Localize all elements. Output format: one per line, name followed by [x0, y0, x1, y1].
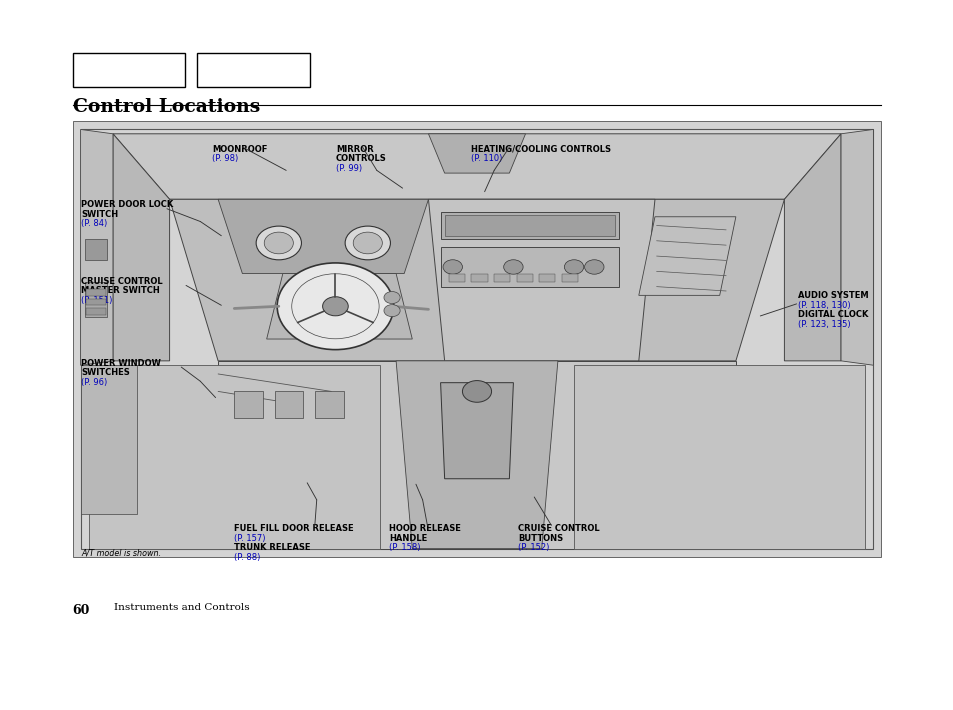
- Polygon shape: [395, 361, 558, 549]
- Circle shape: [264, 232, 294, 253]
- Text: BUTTONS: BUTTONS: [517, 534, 562, 542]
- Text: HEATING/COOLING CONTROLS: HEATING/COOLING CONTROLS: [471, 145, 611, 154]
- Text: CRUISE CONTROL: CRUISE CONTROL: [81, 277, 163, 286]
- Circle shape: [564, 260, 583, 274]
- Text: A/T model is shown.: A/T model is shown.: [81, 548, 161, 557]
- Bar: [86, 308, 106, 315]
- Bar: [197, 53, 310, 87]
- Text: (P. 157): (P. 157): [233, 534, 265, 542]
- Bar: [538, 274, 555, 283]
- Text: 60: 60: [72, 604, 90, 616]
- Polygon shape: [841, 129, 873, 365]
- Text: HANDLE: HANDLE: [389, 534, 427, 542]
- Text: (P. 151): (P. 151): [81, 296, 112, 305]
- Text: TRUNK RELEASE: TRUNK RELEASE: [233, 543, 310, 552]
- Polygon shape: [428, 200, 655, 361]
- Text: POWER WINDOW: POWER WINDOW: [81, 359, 161, 368]
- Text: POWER DOOR LOCK: POWER DOOR LOCK: [81, 200, 173, 209]
- Polygon shape: [170, 200, 783, 361]
- Bar: [561, 274, 578, 283]
- Text: (P. 88): (P. 88): [233, 552, 260, 562]
- Circle shape: [322, 297, 348, 316]
- Bar: [517, 274, 533, 283]
- Bar: [86, 299, 106, 305]
- Text: (P. 123, 135): (P. 123, 135): [797, 320, 849, 329]
- Circle shape: [345, 226, 390, 260]
- Polygon shape: [783, 133, 841, 361]
- Circle shape: [277, 263, 394, 349]
- Bar: [85, 283, 107, 317]
- Text: MOONROOF: MOONROOF: [212, 145, 267, 154]
- Bar: [86, 289, 106, 296]
- Polygon shape: [267, 273, 412, 339]
- Bar: [444, 215, 614, 236]
- Bar: [471, 274, 487, 283]
- Text: AUDIO SYSTEM: AUDIO SYSTEM: [797, 291, 867, 300]
- Text: DIGITAL CLOCK: DIGITAL CLOCK: [797, 310, 867, 320]
- Circle shape: [442, 260, 462, 274]
- Polygon shape: [80, 129, 873, 549]
- Text: (P. 84): (P. 84): [81, 219, 108, 229]
- Polygon shape: [428, 133, 525, 173]
- Text: MIRROR: MIRROR: [335, 145, 374, 154]
- Polygon shape: [80, 365, 137, 514]
- Circle shape: [462, 381, 491, 403]
- Bar: [440, 212, 618, 239]
- Circle shape: [584, 260, 603, 274]
- Text: (P. 98): (P. 98): [212, 154, 238, 163]
- Text: (P. 96): (P. 96): [81, 378, 108, 387]
- Text: Instruments and Controls: Instruments and Controls: [114, 604, 250, 613]
- Bar: [72, 53, 185, 87]
- Text: (P. 152): (P. 152): [517, 543, 549, 552]
- Text: CONTROLS: CONTROLS: [335, 154, 386, 163]
- Text: SWITCHES: SWITCHES: [81, 368, 130, 377]
- Polygon shape: [574, 365, 864, 549]
- Circle shape: [503, 260, 522, 274]
- Text: SWITCH: SWITCH: [81, 210, 118, 219]
- Bar: [494, 274, 510, 283]
- Circle shape: [383, 305, 399, 317]
- Polygon shape: [218, 361, 735, 549]
- Circle shape: [383, 292, 399, 304]
- Circle shape: [292, 274, 378, 339]
- Text: HOOD RELEASE: HOOD RELEASE: [389, 524, 460, 533]
- Text: CRUISE CONTROL: CRUISE CONTROL: [517, 524, 599, 533]
- Polygon shape: [440, 383, 513, 479]
- Polygon shape: [112, 133, 170, 361]
- Bar: [314, 391, 343, 417]
- Bar: [448, 274, 464, 283]
- Text: FUEL FILL DOOR RELEASE: FUEL FILL DOOR RELEASE: [233, 524, 353, 533]
- Polygon shape: [218, 200, 428, 273]
- Bar: [440, 247, 618, 287]
- Text: (P. 110): (P. 110): [471, 154, 502, 163]
- Circle shape: [255, 226, 301, 260]
- Bar: [274, 391, 303, 417]
- Bar: [72, 121, 881, 557]
- Polygon shape: [89, 365, 379, 549]
- Bar: [234, 391, 262, 417]
- Polygon shape: [639, 217, 735, 295]
- Bar: [85, 239, 107, 261]
- Circle shape: [353, 232, 382, 253]
- Text: Control Locations: Control Locations: [72, 98, 259, 116]
- Text: MASTER SWITCH: MASTER SWITCH: [81, 286, 160, 295]
- Text: (P. 118, 130): (P. 118, 130): [797, 301, 849, 310]
- Text: (P. 99): (P. 99): [335, 164, 361, 173]
- Polygon shape: [80, 129, 112, 365]
- Polygon shape: [112, 133, 841, 200]
- Text: (P. 158): (P. 158): [389, 543, 420, 552]
